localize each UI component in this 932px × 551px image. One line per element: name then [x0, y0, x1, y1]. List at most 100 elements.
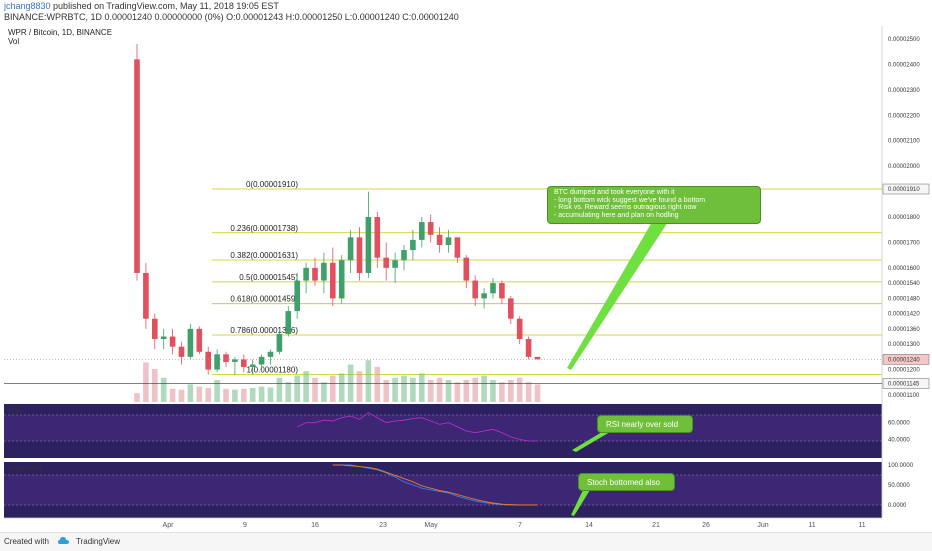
y-axis-tick: 0.00002100 [888, 139, 920, 145]
volume-bar [419, 373, 425, 402]
stoch-axis-tick: 0.0000 [888, 503, 907, 509]
y-axis-tick: 0.00001700 [888, 240, 920, 246]
candle-body [525, 339, 532, 357]
volume-bar [249, 387, 256, 402]
candle-body [160, 336, 167, 340]
candle-body [169, 336, 176, 347]
candle-body [178, 346, 185, 357]
candle-body [347, 237, 354, 261]
candle-body [481, 293, 487, 299]
quote-line: BINANCE:WPRBTC, 1D 0.00001240 0.00000000… [4, 12, 459, 22]
rsi-note[interactable]: RSI nearly over sold [597, 415, 693, 433]
author-link[interactable]: jchang8830 [4, 1, 51, 11]
candle-body [490, 283, 496, 294]
candle-body [472, 280, 478, 299]
y-axis-tick: 0.00001360 [888, 327, 920, 333]
volume-bar [160, 377, 167, 402]
candle-body [383, 257, 389, 268]
volume-bar [365, 360, 372, 402]
created-with-text: Created with [4, 537, 49, 546]
volume-bar [276, 377, 283, 402]
candle-body [214, 354, 220, 370]
note-line: - long bottom wick suggest we've found a… [554, 196, 706, 204]
volume-bar [214, 380, 220, 402]
candle-body [374, 217, 381, 258]
volume-bar [321, 382, 327, 402]
candle-body [267, 351, 274, 357]
fib-label: 0.236(0.00001738) [230, 224, 298, 233]
candle-body [401, 250, 407, 261]
candle-body [463, 257, 470, 281]
volume-bar [134, 393, 140, 402]
rsi-label: RSI [8, 406, 21, 415]
volume-bar [427, 380, 434, 402]
volume-bar [490, 380, 496, 402]
stoch-band [4, 475, 882, 505]
candle-body [312, 267, 318, 281]
y-axis-tick: 0.00001600 [888, 266, 920, 272]
candle-body [356, 237, 363, 273]
vol-label: Vol [8, 37, 19, 46]
publish-text: published on TradingView.com, May 11, 20… [50, 1, 279, 11]
y-axis-tick: 0.00002000 [888, 164, 920, 170]
candle-body [454, 237, 461, 258]
volume-bar [410, 377, 416, 402]
tradingview-brand[interactable]: TradingView [76, 537, 121, 546]
btc-dump-note[interactable]: BTC dumped and took everyone with it - l… [547, 186, 761, 224]
volume-bar [241, 388, 247, 402]
footer: Created with TradingView [0, 532, 932, 551]
candle-body [445, 237, 452, 245]
volume-bar [516, 377, 523, 402]
stoch-label: Stoch RSI [8, 464, 42, 473]
note-line: BTC dumped and took everyone with it [554, 189, 675, 196]
publish-line: jchang8830 published on TradingView.com,… [4, 1, 279, 11]
volume-bar [169, 388, 176, 402]
x-axis-tick: 11 [858, 522, 865, 529]
price-tag-box [882, 183, 930, 195]
chart-area[interactable]: 0(0.00001910) 0.236(0.00001738) 0.382(0.00… [0, 0, 932, 532]
x-axis-tick: Apr [163, 522, 175, 529]
volume-bar [463, 380, 470, 402]
volume-bar [178, 389, 185, 402]
volume-bar [436, 377, 443, 402]
volume-bar [472, 377, 478, 402]
tradingview-cloud-icon[interactable] [58, 535, 70, 547]
x-axis-tick: 9 [243, 522, 247, 529]
y-axis-tick: 0.00002500 [888, 37, 920, 43]
volume-bar [534, 384, 541, 402]
x-axis-tick: 16 [311, 522, 319, 529]
candle-body [249, 364, 256, 368]
candle-body [196, 328, 203, 352]
volume-bar [481, 375, 487, 402]
stoch-note[interactable]: Stoch bottomed also [578, 473, 675, 491]
x-axis-tick: 11 [808, 522, 815, 529]
volume-bar [374, 366, 381, 402]
x-axis-tick: Jun [757, 522, 768, 529]
fib-label: 1(0.00001180) [247, 366, 299, 375]
volume-bar [267, 387, 274, 402]
fib-label: 0.382(0.00001631) [230, 251, 298, 260]
volume-bar [285, 382, 292, 402]
price-tag: 0.00001910 [888, 187, 920, 193]
symbol-title: WPR / Bitcoin, 1D, BINANCE [8, 28, 112, 37]
x-axis-tick: 21 [652, 522, 660, 529]
x-axis-tick: 23 [379, 522, 387, 529]
candle-body [303, 267, 309, 281]
volume-bar [525, 382, 532, 402]
price-tag: 0.00001240 [888, 357, 920, 363]
volume-bar [508, 380, 514, 402]
candle-body [419, 222, 425, 240]
candle-body [516, 318, 523, 340]
annotation-arrows [567, 222, 668, 516]
candle-body [258, 356, 265, 365]
stoch-axis-tick: 50.0000 [888, 483, 910, 489]
y-axis-tick: 0.00001800 [888, 215, 920, 221]
fib-label: 0(0.00001910) [246, 180, 298, 189]
stoch-axis-tick: 100.0000 [888, 463, 914, 469]
price-tag: 0.00001145 [888, 382, 920, 388]
y-axis-tick: 0.00001300 [888, 342, 920, 348]
x-axis-tick: May [424, 522, 438, 529]
price-tag-box [882, 378, 930, 389]
candle-body [321, 262, 327, 281]
